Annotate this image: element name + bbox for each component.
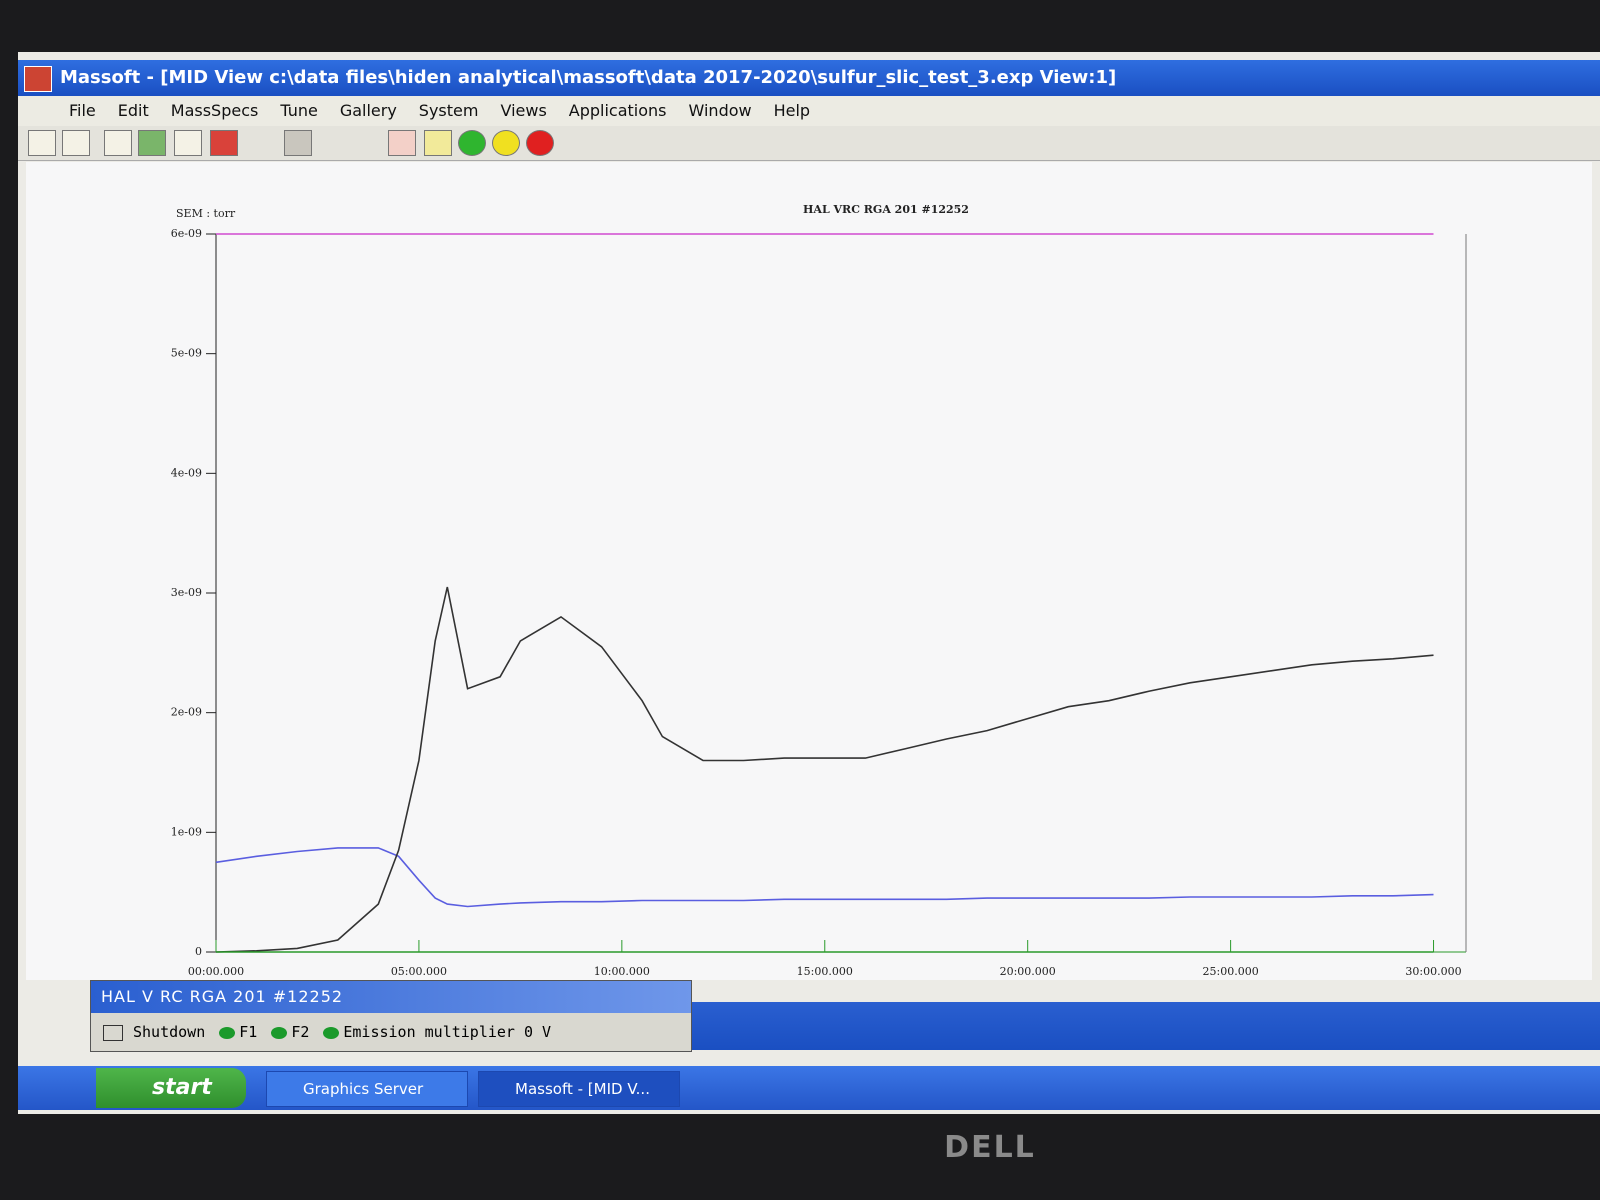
task-button[interactable]: Massoft - [MID V... xyxy=(478,1071,680,1107)
menu-item[interactable]: Applications xyxy=(568,101,667,120)
indicator xyxy=(271,1026,288,1039)
menu-item[interactable]: Tune xyxy=(280,101,318,120)
status-strip xyxy=(690,1002,1600,1050)
title-bar: Massoft - [MID View c:\data files\hiden … xyxy=(18,60,1600,96)
y-tick-label: 6e-09 xyxy=(171,227,202,240)
start-button[interactable]: start xyxy=(96,1068,246,1108)
y-tick-label: 3e-09 xyxy=(171,586,202,599)
window-title: Massoft - [MID View c:\data files\hiden … xyxy=(60,67,1117,88)
menu-item[interactable]: Gallery xyxy=(339,101,397,120)
status-row: Shutdown F1 F2 Emission multiplier 0 V xyxy=(91,1015,691,1049)
status-icon xyxy=(103,1024,123,1041)
tool-button[interactable] xyxy=(138,130,166,156)
x-tick-label: 10:00.000 xyxy=(594,965,650,978)
indicator xyxy=(219,1026,236,1039)
y-tick-label: 4e-09 xyxy=(171,466,202,479)
menu-item[interactable]: System xyxy=(418,101,479,120)
series-line xyxy=(215,586,1434,953)
screen: Massoft - [MID View c:\data files\hiden … xyxy=(18,52,1600,1114)
x-tick-label: 25:00.000 xyxy=(1203,965,1259,978)
y-tick-label: 0 xyxy=(195,945,202,958)
x-tick-label: 15:00.000 xyxy=(797,965,853,978)
menu-item[interactable]: Help xyxy=(773,101,811,120)
chart-background xyxy=(26,162,1592,980)
menu-item[interactable]: Edit xyxy=(117,101,149,120)
series-line xyxy=(215,847,1434,908)
tool-button[interactable] xyxy=(174,130,202,156)
x-tick-label: 00:00.000 xyxy=(188,965,244,978)
instrument-name: HAL V RC RGA 201 #12252 xyxy=(101,987,344,1006)
indicator xyxy=(323,1026,340,1039)
tool-button[interactable] xyxy=(210,130,238,156)
task-button[interactable]: Graphics Server xyxy=(266,1071,468,1107)
tool-button[interactable] xyxy=(526,130,554,156)
y-tick-label: 2e-09 xyxy=(171,706,202,719)
status-header: HAL V RC RGA 201 #12252 xyxy=(91,981,691,1013)
tool-button[interactable] xyxy=(104,130,132,156)
tool-button[interactable] xyxy=(388,130,416,156)
monitor-brand: DELL xyxy=(944,1130,1036,1165)
taskbar: start Graphics Server Massoft - [MID V..… xyxy=(18,1066,1600,1110)
y-axis-label: SEM : torr xyxy=(176,207,236,220)
status-window: HAL V RC RGA 201 #12252 Shutdown F1 F2 Emis… xyxy=(90,980,692,1052)
menu-item[interactable]: Window xyxy=(688,101,752,120)
tool-button[interactable] xyxy=(62,130,90,156)
toolbar xyxy=(18,126,1600,161)
x-tick-label: 30:00.000 xyxy=(1405,965,1461,978)
tool-button[interactable] xyxy=(424,130,452,156)
status-f2: F2 xyxy=(291,1023,310,1041)
menu-bar: File Edit MassSpecs Tune Gallery System Views A… xyxy=(18,96,1600,126)
status-f1: F1 xyxy=(239,1023,258,1041)
tool-button[interactable] xyxy=(284,130,312,156)
tool-button[interactable] xyxy=(458,130,486,156)
y-tick-label: 5e-09 xyxy=(171,347,202,360)
tool-button[interactable] xyxy=(28,130,56,156)
status-mode: Shutdown xyxy=(133,1023,206,1041)
status-emission: Emission multiplier 0 V xyxy=(343,1023,552,1041)
tool-button[interactable] xyxy=(492,130,520,156)
menu-item[interactable]: MassSpecs xyxy=(170,101,259,120)
chart: HAL VRC RGA 201 #12252 SEM : torr 0 1e-09… xyxy=(26,162,1592,980)
x-tick-label: 20:00.000 xyxy=(1000,965,1056,978)
app-icon[interactable] xyxy=(24,66,52,92)
menu-item[interactable]: File xyxy=(69,101,96,120)
menu-item[interactable]: Views xyxy=(500,101,547,120)
x-tick-label: 05:00.000 xyxy=(391,965,447,978)
chart-title: HAL VRC RGA 201 #12252 xyxy=(803,203,969,216)
y-tick-label: 1e-09 xyxy=(171,825,202,838)
